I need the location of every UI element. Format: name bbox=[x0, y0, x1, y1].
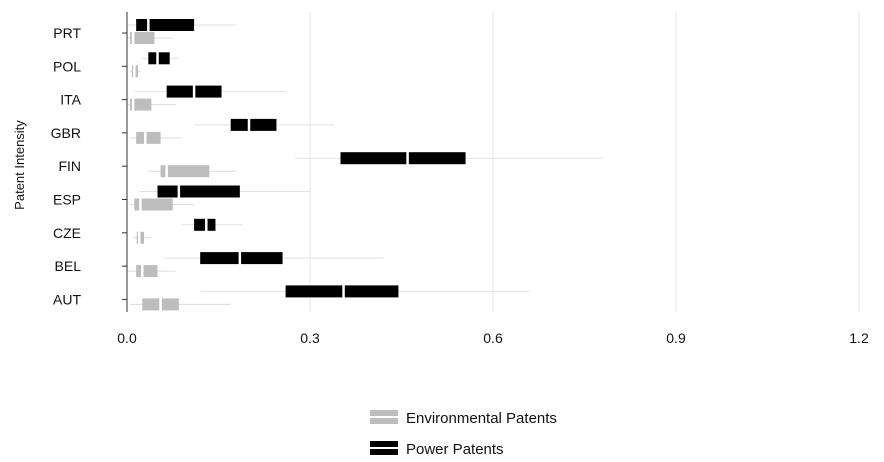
x-tick-label: 0.6 bbox=[483, 330, 503, 346]
whisker-layer bbox=[127, 24, 603, 305]
y-axis: PRT POL ITA GBR FIN ESP CZE BEL AUT bbox=[51, 12, 128, 312]
box bbox=[194, 218, 216, 231]
box-layer bbox=[130, 18, 466, 312]
x-tick-label: 0.9 bbox=[666, 330, 686, 346]
y-tick-label: AUT bbox=[53, 291, 81, 307]
box bbox=[136, 265, 158, 278]
x-axis: 0.0 0.3 0.6 0.9 1.2 bbox=[117, 330, 869, 346]
x-tick-label: 0.0 bbox=[117, 330, 137, 346]
legend-label: Power Patents bbox=[406, 441, 504, 458]
box bbox=[157, 185, 240, 198]
box bbox=[160, 165, 210, 178]
box bbox=[230, 118, 277, 131]
legend: Environmental Patents Power Patents bbox=[370, 410, 557, 458]
box bbox=[136, 19, 195, 31]
legend-label: Environmental Patents bbox=[406, 410, 557, 427]
y-tick-label: ITA bbox=[60, 92, 81, 108]
y-tick-label: PRT bbox=[53, 25, 81, 41]
box bbox=[130, 98, 152, 111]
x-tick-label: 0.3 bbox=[300, 330, 320, 346]
x-tick-label: 1.2 bbox=[849, 330, 869, 346]
box bbox=[340, 152, 466, 165]
y-tick-label: FIN bbox=[58, 158, 81, 174]
box bbox=[200, 252, 283, 265]
box bbox=[148, 52, 170, 65]
box bbox=[130, 32, 155, 44]
y-tick-label: CZE bbox=[53, 225, 81, 241]
y-tick-label: POL bbox=[53, 58, 81, 74]
grid-layer bbox=[309, 12, 860, 312]
box bbox=[136, 131, 161, 144]
box bbox=[134, 198, 173, 211]
y-tick-label: GBR bbox=[51, 125, 81, 141]
box bbox=[285, 285, 399, 298]
y-axis-title: Patent Intensity bbox=[12, 120, 27, 210]
y-tick-label: BEL bbox=[55, 258, 82, 274]
y-tick-label: ESP bbox=[53, 192, 81, 208]
